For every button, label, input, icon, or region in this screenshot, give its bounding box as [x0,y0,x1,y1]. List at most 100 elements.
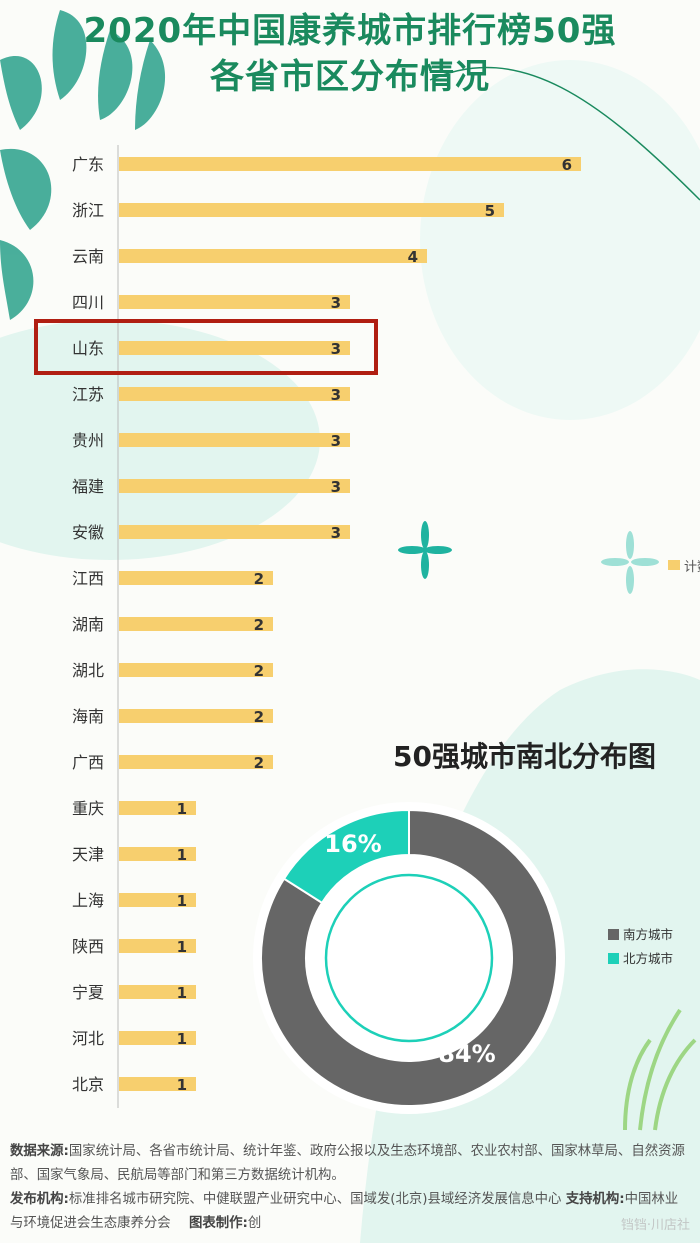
bar-江苏 [119,387,350,401]
category-label: 湖南 [72,615,104,634]
value-label: 1 [177,892,187,910]
value-label: 4 [408,248,418,266]
category-label: 海南 [72,707,104,726]
value-label: 1 [177,800,187,818]
category-label: 湖北 [72,661,104,680]
bar-湖南 [119,617,273,631]
category-label: 福建 [72,477,104,496]
bar-河北 [119,1031,196,1045]
bar-福建 [119,479,350,493]
publisher-text: 标准排名城市研究院、中健联盟产业研究中心、国域发(北京)县域经济发展信息中心 [68,1192,562,1207]
category-label: 江苏 [72,385,104,404]
category-label: 江西 [72,569,104,588]
value-label: 3 [331,478,341,496]
donut-slice-0 [260,808,558,1107]
publisher-key: 发布机构: [10,1192,69,1207]
bar-广东 [119,157,581,171]
title-line-2: 各省市区分布情况 [210,57,490,97]
bar-广西 [119,755,273,769]
value-label: 2 [254,570,264,588]
value-label: 2 [254,616,264,634]
bar-浙江 [119,203,504,217]
category-label: 安徽 [72,523,104,542]
maker-text: 创 [247,1216,262,1231]
support-key: 支持机构: [565,1192,625,1207]
value-label: 5 [485,202,495,220]
legend-item-south: 南方城市 [608,924,673,943]
value-label: 1 [177,846,187,864]
bar-陕西 [119,939,196,953]
value-label: 3 [331,524,341,542]
legend-swatch-north [608,953,619,964]
bar-宁夏 [119,985,196,999]
donut-hole [312,861,506,1055]
value-label: 6 [562,156,572,174]
chart-title: 2020年中国康养城市排行榜50强 各省市区分布情况 [0,8,700,100]
flower-icon-right [601,531,659,594]
bar-贵州 [119,433,350,447]
bar-湖北 [119,663,273,677]
category-label: 上海 [72,891,104,910]
legend-label-north: 北方城市 [623,951,674,966]
bar-上海 [119,893,196,907]
donut-value-label: 16% [324,830,381,858]
category-label: 重庆 [72,799,104,818]
legend-label-south: 南方城市 [623,927,674,942]
bg-blob-right [420,60,700,420]
value-label: 3 [331,294,341,312]
donut-inner-ring [324,873,494,1043]
bar-重庆 [119,801,196,815]
bar-安徽 [119,525,350,539]
legend-item-north: 北方城市 [608,948,673,967]
category-label: 陕西 [72,937,104,956]
donut-title: 50强城市南北分布图 [393,740,656,773]
category-label: 天津 [72,845,104,864]
value-label: 1 [177,984,187,1002]
value-label: 3 [331,386,341,404]
category-label: 北京 [72,1075,104,1094]
grass-decoration [623,1008,697,1131]
value-label: 1 [177,1076,187,1094]
source-text: 国家统计局、各省市统计局、统计年鉴、政府公报以及生态环境部、农业农村部、国家林草… [10,1144,685,1183]
bar-江西 [119,571,273,585]
category-label: 四川 [72,293,104,312]
leaf-decoration [0,10,166,320]
footer: 数据来源:国家统计局、各省市统计局、统计年鉴、政府公报以及生态环境部、农业农村部… [10,1140,690,1236]
flower-icon [398,521,452,579]
legend-swatch [668,560,680,570]
category-label: 浙江 [72,201,104,220]
value-label: 1 [177,1030,187,1048]
category-label: 广西 [72,753,104,772]
value-label: 3 [331,340,341,358]
legend-label: 计数 [684,560,700,575]
bar-山东 [119,341,350,355]
bar-云南 [119,249,427,263]
category-label: 贵州 [72,431,104,450]
value-label: 3 [331,432,341,450]
bar-北京 [119,1077,196,1091]
value-label: 2 [254,754,264,772]
value-label: 2 [254,708,264,726]
value-label: 2 [254,662,264,680]
watermark: 铛铛·川店社 [620,1218,690,1233]
title-line-1: 2020年中国康养城市排行榜50强 [83,11,617,51]
category-label: 河北 [72,1029,104,1048]
maker-key: 图表制作: [188,1216,248,1231]
category-label: 广东 [72,155,104,174]
source-key: 数据来源: [10,1144,69,1159]
highlight-box [34,319,378,375]
legend-swatch-south [608,929,619,940]
bar-天津 [119,847,196,861]
bar-海南 [119,709,273,723]
bar-四川 [119,295,350,309]
donut-slice-1 [282,808,410,905]
category-label: 宁夏 [72,983,104,1002]
bg-curve [429,66,700,201]
category-label: 山东 [72,339,104,358]
value-label: 1 [177,938,187,956]
support-text: 中国林业与环境促进会生态康养分会 [10,1192,679,1231]
category-label: 云南 [72,247,104,266]
